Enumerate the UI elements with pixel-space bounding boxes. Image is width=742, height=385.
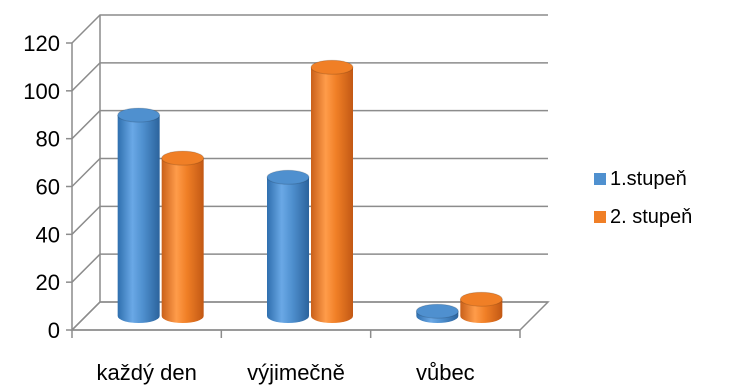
x-axis: každý den výjimečně vůbec <box>71 329 521 385</box>
legend-swatch-0 <box>594 173 606 185</box>
bar-body <box>117 115 160 323</box>
bars <box>117 59 503 324</box>
bar-top <box>161 150 205 166</box>
bar-1-1 <box>310 59 354 324</box>
y-tick-label-20: 20 <box>36 270 60 295</box>
y-tick-label-120: 120 <box>23 31 60 56</box>
gridline-100 <box>71 62 548 92</box>
y-axis: 0 20 40 60 80 100 120 <box>23 31 73 343</box>
gridline-40 <box>71 205 548 235</box>
bar-top <box>117 107 161 123</box>
bar-top <box>310 59 354 75</box>
gridline-80 <box>71 109 548 140</box>
y-tick-label-80: 80 <box>36 127 60 152</box>
legend-label-0: 1.stupeň <box>610 168 687 190</box>
gridline-0 <box>71 301 548 331</box>
x-tick-label-0: každý den <box>97 360 197 385</box>
y-tick-label-100: 100 <box>23 79 60 104</box>
y-tick-label-40: 40 <box>36 222 60 247</box>
bar-0-0 <box>117 107 161 323</box>
bar-top <box>266 169 310 185</box>
x-tick-label-1: výjimečně <box>247 360 345 385</box>
gridline-60 <box>71 157 548 188</box>
gridlines <box>71 14 548 331</box>
bar-top <box>415 303 459 319</box>
x-tick-label-2: vůbec <box>416 360 475 385</box>
bar-top <box>459 291 503 307</box>
bar-1-2 <box>459 291 503 324</box>
gridline-20 <box>71 253 548 283</box>
legend-swatch-1 <box>594 211 606 223</box>
y-tick-label-60: 60 <box>36 175 60 200</box>
legend: 1.stupeň 2. stupeň <box>594 168 692 228</box>
bar-0-1 <box>266 169 310 323</box>
bar-body <box>267 177 309 323</box>
gridline-120 <box>71 14 548 44</box>
bar-body <box>311 67 353 324</box>
bar-body <box>161 158 204 324</box>
y-tick-label-0: 0 <box>48 318 60 343</box>
bar-0-2 <box>415 303 459 324</box>
legend-label-1: 2. stupeň <box>610 206 692 228</box>
bar-1-0 <box>161 150 205 324</box>
